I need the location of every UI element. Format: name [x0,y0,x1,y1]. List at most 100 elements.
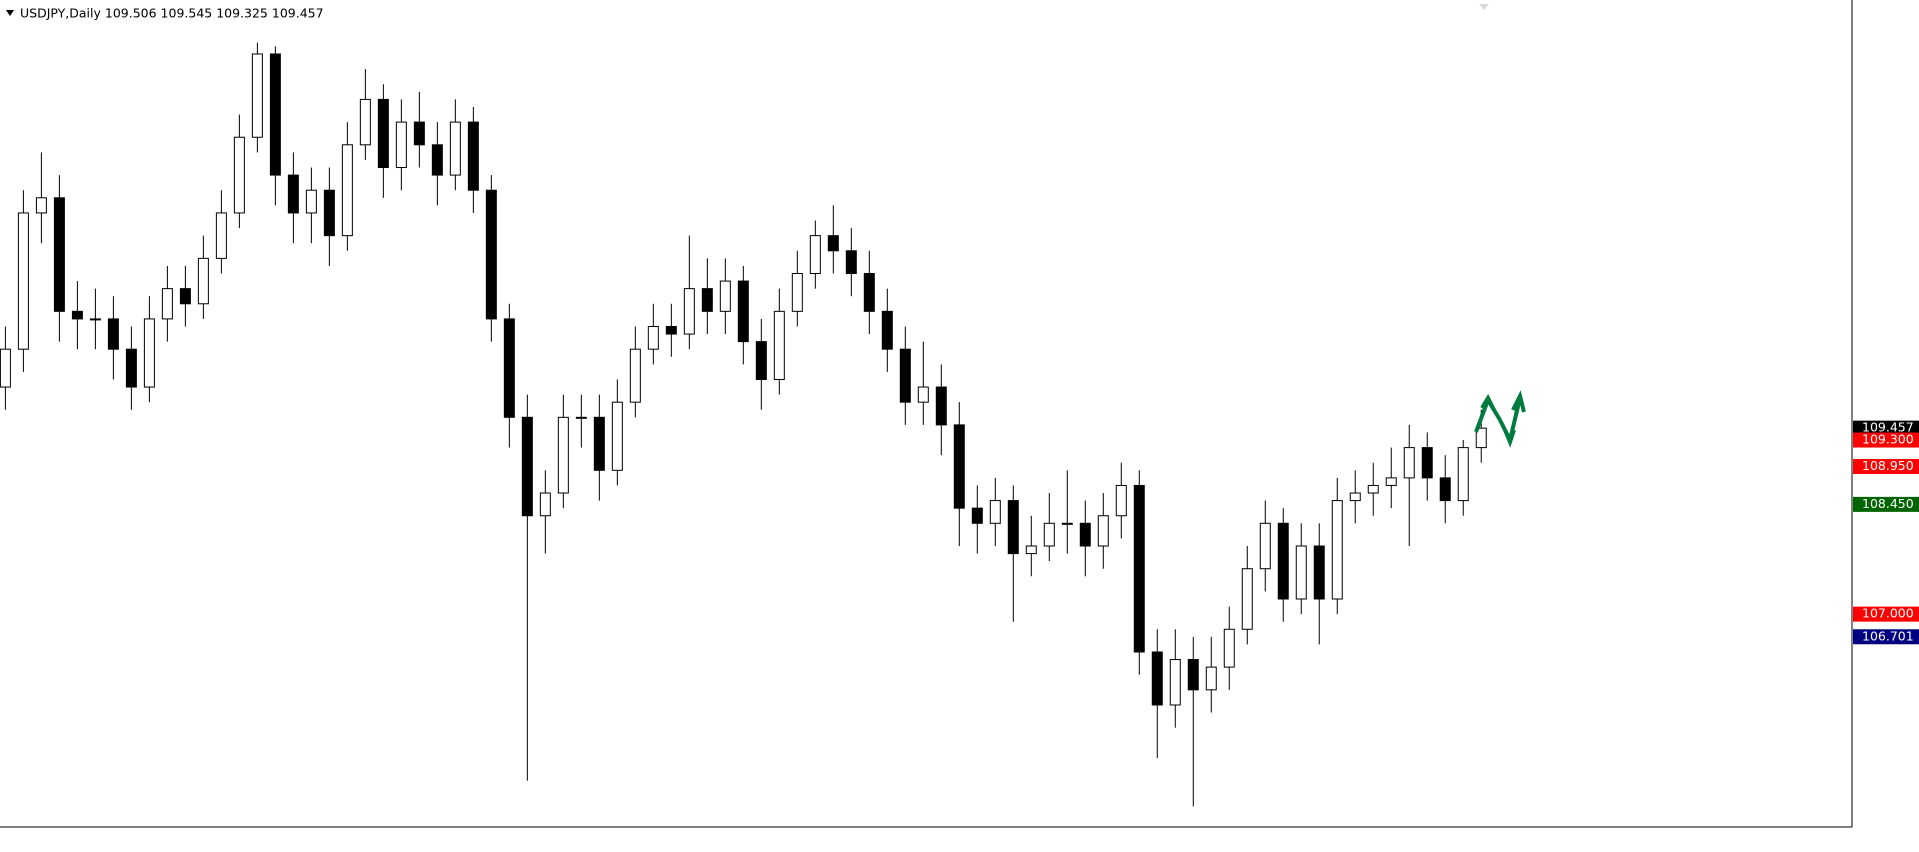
candle-body [539,492,551,517]
candle [107,296,119,380]
menu-icon[interactable] [6,10,14,16]
candle-body [377,98,389,169]
candle [917,341,929,425]
candle-body [683,288,695,335]
candle [449,99,461,191]
candle-body [629,348,641,403]
candle-body [431,144,443,176]
candles [0,42,1487,807]
candle-body [1007,500,1019,555]
price-label-bg [1853,629,1919,645]
price-label-bg [1853,606,1919,622]
candle [629,326,641,418]
price-label-bg [1853,496,1919,512]
candle [71,281,83,350]
candle [863,250,875,335]
candle-body [719,280,731,312]
candle-body [863,272,875,312]
candle-body [1187,659,1199,691]
candle-body [1151,651,1163,706]
candle [359,69,371,160]
price-label: 106.701 [1862,628,1914,643]
candle-body [935,386,947,426]
candle [1331,477,1343,615]
candle-body [1115,484,1127,517]
candle-body [215,212,227,259]
price-label: 108.950 [1862,458,1914,473]
candle [413,91,425,168]
candle [1151,629,1163,758]
candle [1169,629,1181,728]
candle-body [359,98,371,146]
candle [341,122,353,251]
candle-body [1169,659,1181,706]
candle-body [269,53,281,176]
candle-body [647,325,659,350]
candle-body [395,121,407,169]
candle-body [179,288,191,305]
candle [989,477,1001,547]
candle [1313,523,1325,645]
candle-body [17,212,29,350]
candle-body [89,318,101,321]
candle [1403,424,1415,547]
candle [1097,493,1109,569]
candle [1223,606,1235,690]
arrow-head [1511,390,1526,413]
candle [1025,515,1037,577]
candle-body [413,121,425,146]
candle [773,288,785,395]
candle [1061,470,1073,554]
candle [1007,485,1019,622]
candle-body [575,416,587,419]
candle-body [899,348,911,403]
candle-body [989,500,1001,524]
candle [143,296,155,403]
candle [593,394,605,501]
candle [1295,523,1307,615]
candle-body [953,424,965,509]
candle [683,235,695,350]
candle [1457,440,1469,516]
candle-body [1025,545,1037,555]
candle [809,220,821,289]
candle [1421,432,1433,501]
candle [1079,500,1091,577]
candle-body [1061,522,1073,525]
candle-body [1043,522,1055,547]
candle-body [71,310,83,320]
candle-body [1205,666,1217,691]
candle-body [1133,484,1145,653]
price-label-bg [1853,432,1919,448]
candle [1385,447,1397,509]
candle [665,303,677,357]
candle-body [1349,492,1361,502]
price-label-bg [1853,420,1919,436]
candle [755,318,767,410]
candle-body [197,257,209,305]
candle [521,394,533,781]
candle [89,288,101,350]
candle-body [755,341,767,380]
candle [305,167,317,244]
candle-body [773,310,785,380]
candle [611,379,623,486]
candle [125,326,137,410]
candle [53,175,65,342]
candle [1349,470,1361,524]
candle-body [1313,545,1325,600]
candle-body [1277,522,1289,600]
shift-marker [1479,4,1489,10]
candle-body [791,272,803,312]
candle [557,394,569,509]
candle-body [0,348,11,388]
candle-body [557,416,569,494]
candle-body [485,189,497,320]
candle [377,84,389,198]
candle-body [467,121,479,191]
candle [971,485,983,554]
candle [179,265,191,327]
